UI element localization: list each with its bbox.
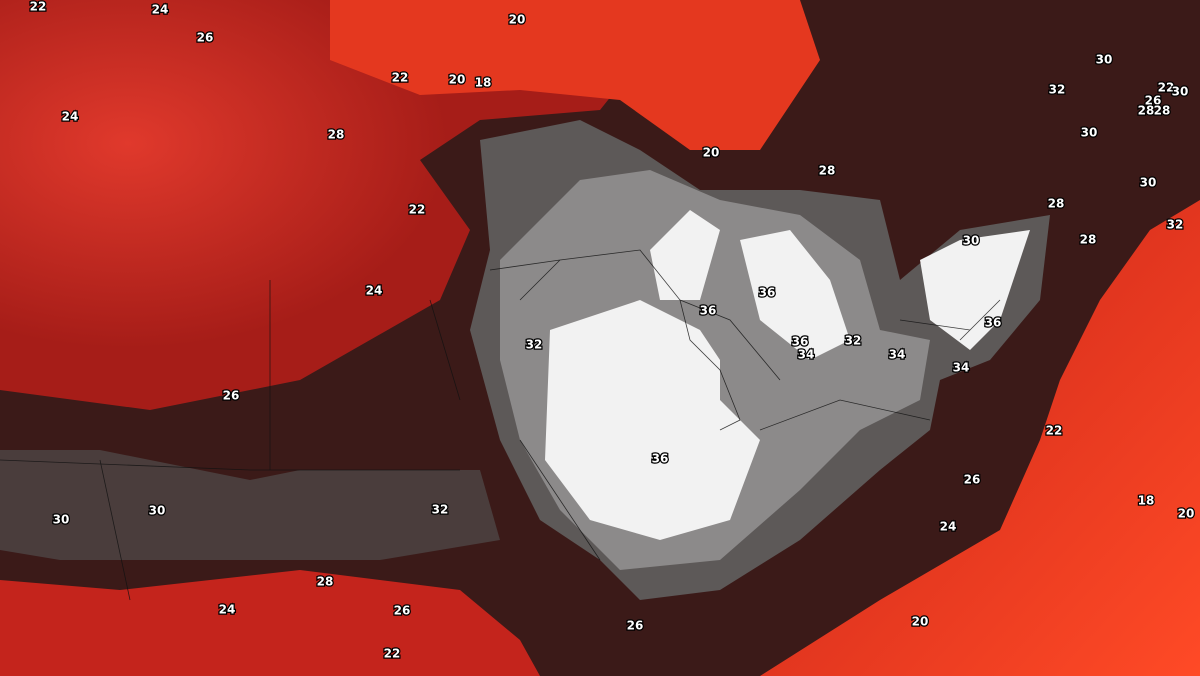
contour-label: 32 — [845, 334, 862, 348]
contour-label: 20 — [509, 13, 526, 27]
contour-label: 32 — [526, 338, 543, 352]
contour-label: 30 — [963, 234, 980, 248]
contour-label: 32 — [432, 503, 449, 517]
contour-label: 22 — [392, 71, 409, 85]
contour-label: 36 — [652, 452, 669, 466]
cool-region-east — [760, 200, 1200, 676]
contour-label: 26 — [627, 619, 644, 633]
contour-label: 30 — [1096, 53, 1113, 67]
contour-label: 24 — [152, 3, 169, 17]
contour-label: 34 — [889, 348, 906, 362]
contour-label: 32 — [1049, 83, 1066, 97]
contour-label: 26 — [964, 473, 981, 487]
contour-label: 28 — [1080, 233, 1097, 247]
contour-label: 28 — [819, 164, 836, 178]
contour-label: 22 — [384, 647, 401, 661]
contour-label: 22 — [1046, 424, 1063, 438]
contour-label: 30 — [149, 504, 166, 518]
contour-label: 24 — [940, 520, 957, 534]
contour-label: 24 — [62, 110, 79, 124]
borders — [0, 249, 1001, 601]
contour-label: 28 — [1048, 197, 1065, 211]
warm-region-africa — [0, 450, 500, 560]
contour-label: 22 — [1158, 81, 1175, 95]
contour-label: 30 — [1081, 126, 1098, 140]
contour-label: 24 — [366, 284, 383, 298]
contour-label: 26 — [394, 604, 411, 618]
contour-label: 30 — [1140, 176, 1157, 190]
contour-label: 26 — [197, 31, 214, 45]
cool-region-west — [0, 0, 640, 410]
contour-label: 22 — [30, 0, 47, 14]
contour-label: 36 — [759, 286, 776, 300]
contour-label: 18 — [475, 76, 492, 90]
contour-label: 20 — [449, 73, 466, 87]
contour-label: 34 — [953, 361, 970, 375]
contour-label: 28 — [328, 128, 345, 142]
contour-label: 36 — [792, 335, 809, 349]
contour-label: 20 — [1178, 507, 1195, 521]
contour-label: 20 — [912, 615, 929, 629]
contour-label: 36 — [985, 316, 1002, 330]
contour-label: 20 — [703, 146, 720, 160]
contour-label: 28 — [1154, 104, 1171, 118]
contour-label: 36 — [700, 304, 717, 318]
contour-label: 22 — [409, 203, 426, 217]
contour-label: 32 — [1167, 218, 1184, 232]
contour-label: 28 — [317, 575, 334, 589]
contour-label: 18 — [1138, 494, 1155, 508]
contour-label: 30 — [53, 513, 70, 527]
cool-region-south — [0, 570, 540, 676]
contour-label: 28 — [1138, 104, 1155, 118]
contour-label: 30 — [1172, 85, 1189, 99]
contour-label: 26 — [223, 389, 240, 403]
contour-label: 26 — [1145, 94, 1162, 108]
contour-label: 24 — [219, 603, 236, 617]
hottest-region — [545, 210, 1030, 540]
contour-label: 34 — [798, 348, 815, 362]
cool-region-north — [330, 0, 820, 150]
